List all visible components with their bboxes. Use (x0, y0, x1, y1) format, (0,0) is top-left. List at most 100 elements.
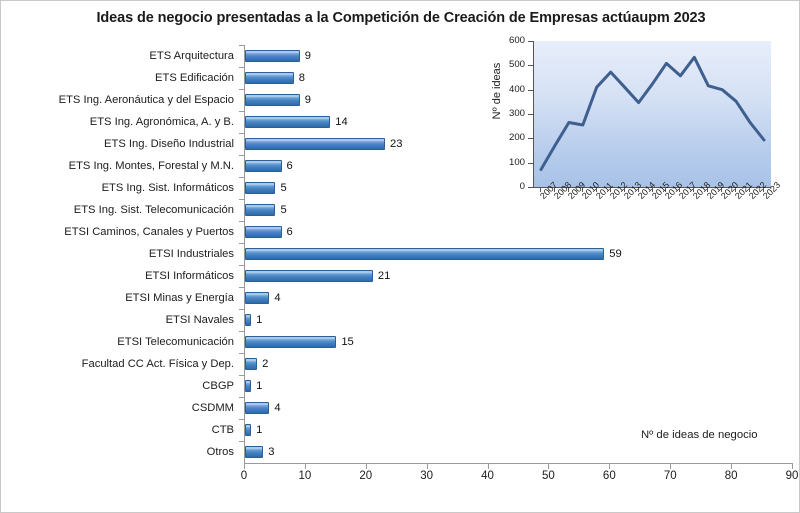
inset-x-tick (735, 188, 737, 192)
category-label: ETS Ing. Montes, Forestal y M.N. (68, 160, 234, 172)
bar-row: ETSI Navales 1 (1, 309, 799, 331)
bar-value-label: 9 (304, 94, 312, 106)
category-label: ETS Ing. Diseño Industrial (104, 138, 234, 150)
page-title: Ideas de negocio presentadas a la Compet… (96, 10, 706, 26)
inset-y-tick (528, 41, 533, 42)
inset-x-tick (707, 188, 709, 192)
category-label: CSDMM (191, 402, 234, 414)
category-label: CTB (211, 424, 234, 436)
inset-y-tick-label: 200 (508, 132, 525, 144)
category-tick (239, 221, 244, 222)
category-tick (239, 199, 244, 200)
x-axis-tick-label: 30 (420, 470, 434, 482)
category-tick (239, 419, 244, 420)
inset-x-tick (679, 188, 681, 192)
inset-y-tick-label: 100 (508, 156, 525, 168)
bar[interactable] (245, 182, 276, 194)
inset-y-tick (528, 162, 533, 164)
x-axis-tick (792, 464, 793, 469)
x-axis-tick (548, 464, 550, 469)
x-axis-tick-label: 90 (785, 470, 799, 482)
bar[interactable] (245, 270, 373, 282)
x-axis-tick (426, 464, 428, 469)
x-axis-tick-label: 10 (298, 470, 312, 482)
bar[interactable] (245, 402, 270, 414)
bar-value-label: 2 (262, 358, 269, 370)
bar-row: ETSI Industriales 59 (1, 243, 799, 265)
inset-x-tick (609, 188, 611, 192)
category-tick (239, 177, 244, 178)
bar[interactable] (245, 314, 252, 326)
inset-x-axis-line (533, 187, 771, 188)
category-tick (239, 287, 244, 288)
category-label: CBGP (202, 380, 234, 392)
bar-value-label: 21 (377, 270, 391, 282)
inset-x-tick (581, 188, 583, 192)
category-tick (239, 375, 244, 376)
x-axis-tick (609, 464, 611, 469)
x-axis-line (244, 463, 793, 464)
bar-value-label: 4 (274, 402, 281, 414)
bar[interactable] (245, 116, 331, 128)
category-tick (239, 67, 244, 68)
inset-x-tick (539, 188, 541, 192)
bar[interactable] (245, 292, 270, 304)
bar-row: ETS Ing. Sist. Telecomunicación 5 (1, 199, 799, 221)
inset-x-tick (567, 188, 569, 192)
bar-value-label: 8 (298, 72, 305, 84)
inset-y-tick (528, 65, 533, 67)
category-tick (239, 155, 244, 156)
inset-y-tick (528, 114, 533, 115)
x-axis-tick (487, 464, 489, 469)
bar[interactable] (245, 226, 282, 238)
bar-value-label: 59 (609, 248, 622, 260)
bar[interactable] (245, 336, 337, 348)
bar[interactable] (245, 138, 386, 150)
bar-row: Otros 3 (1, 441, 799, 463)
x-axis-tick (731, 464, 733, 469)
bar[interactable] (245, 50, 300, 62)
bar-value-label: 3 (268, 446, 275, 458)
bar[interactable] (245, 248, 605, 260)
category-tick (239, 265, 244, 266)
bar[interactable] (245, 446, 264, 458)
inset-y-axis-title: Nº de ideas (491, 62, 503, 120)
bar[interactable] (245, 94, 300, 106)
bar[interactable] (245, 204, 276, 216)
category-tick (239, 331, 244, 332)
category-label: ETS Ing. Sist. Informáticos (101, 182, 234, 194)
x-axis-tick (365, 464, 367, 469)
x-axis-tick-label: 60 (602, 470, 616, 482)
category-tick (239, 111, 244, 112)
bar-row: ETSI Caminos, Canales y Puertos 6 (1, 221, 799, 243)
bar-value-label: 6 (286, 160, 293, 172)
bar-value-label: 5 (280, 182, 287, 194)
category-label: ETS Ing. Aeronáutica y del Espacio (58, 94, 234, 106)
category-label: ETSI Navales (165, 314, 234, 326)
category-tick (239, 397, 244, 398)
inset-x-tick (595, 188, 597, 192)
category-tick (239, 441, 244, 442)
bar[interactable] (245, 380, 252, 392)
category-tick (239, 243, 244, 244)
category-label: ETS Edificación (155, 72, 234, 84)
category-label: ETSI Minas y Energía (125, 292, 234, 304)
bar-value-label: 9 (304, 50, 312, 62)
bar-row: ETSI Minas y Energía 4 (1, 287, 799, 309)
inset-x-tick (749, 188, 751, 192)
x-axis-tick-label: 40 (481, 470, 494, 482)
category-label: ETSI Industriales (148, 248, 234, 260)
bar[interactable] (245, 358, 258, 370)
bar[interactable] (245, 72, 294, 84)
bar-row: ETS Ing. Montes, Forestal y M.N. 6 (1, 155, 799, 177)
category-label: ETS Ing. Agronómica, A. y B. (89, 116, 234, 128)
x-axis-tick-label: 50 (542, 470, 555, 482)
inset-y-tick (528, 138, 533, 140)
bar-value-label: 1 (256, 424, 263, 436)
bar[interactable] (245, 160, 282, 172)
bar[interactable] (245, 424, 252, 436)
x-axis-tick-label: 0 (240, 470, 248, 482)
inset-x-tick (763, 188, 765, 192)
bar-row: ETS Ing. Agronómica, A. y B. 14 (1, 111, 799, 133)
bar-row: CTB 1 (1, 419, 799, 441)
